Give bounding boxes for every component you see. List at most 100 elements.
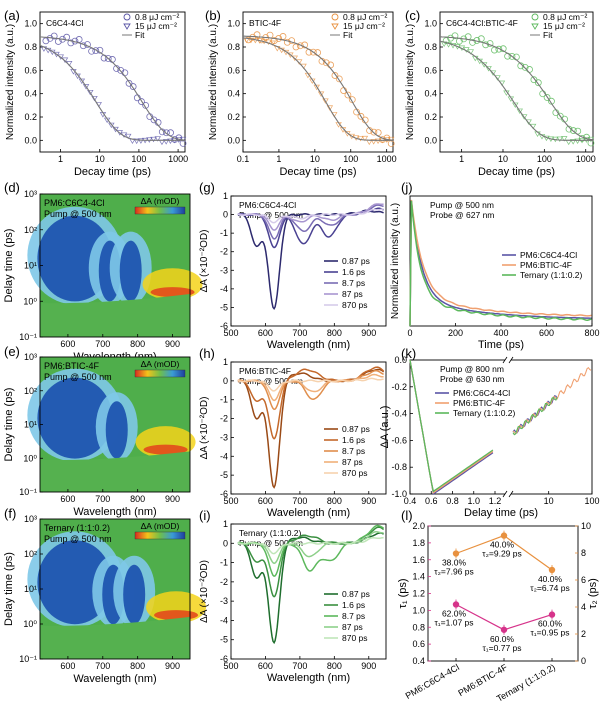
data-point-circle: [292, 43, 300, 51]
x-axis-label: Time (ps): [478, 339, 524, 351]
y-tick-label: 1.0: [24, 19, 37, 29]
data-point-circle: [163, 129, 170, 137]
y-tick-label-left: 1.0: [412, 605, 425, 615]
percent-label: 38.0%: [442, 558, 467, 568]
panel-title: Ternary (1:1:0.2): [44, 523, 110, 533]
x-tick-label: 100: [131, 154, 146, 164]
y-axis-label: ΔA (×10⁻²OD): [199, 230, 210, 293]
plot-frame: [242, 11, 394, 153]
data-point-triangle: [87, 89, 94, 96]
x-tick-label: 10: [498, 154, 508, 164]
data-point-circle: [534, 79, 542, 87]
legend-label: 8.7 ps: [342, 611, 365, 621]
y-tick-label-right: 2: [581, 629, 586, 639]
x-axis-label: Wavelength (nm): [73, 506, 156, 518]
x-tick-label: 10: [544, 496, 554, 506]
y-tick-label: -0.2: [391, 382, 407, 392]
x-tick-label: 0.8: [446, 496, 459, 506]
data-point-triangle: [485, 66, 492, 72]
spectrum-line: [237, 536, 384, 555]
y-tick-label-right: 6: [581, 575, 586, 585]
fit-line: [242, 35, 394, 141]
kinetic-line: [512, 396, 558, 436]
x-tick-label: 100: [343, 154, 358, 164]
heatmap-bleach-core: [37, 377, 113, 459]
data-point-circle: [322, 59, 330, 67]
y-axis-label: Normalized intensity (a.u.): [208, 24, 219, 140]
y-axis-label: ΔA (a.u.): [379, 406, 391, 449]
x-tick-label: 900: [165, 661, 180, 671]
x-tick-label: 500: [223, 328, 238, 338]
legend-label: 1.6 ps: [342, 435, 365, 445]
y-tick-label: -2: [220, 247, 228, 257]
spectrum-line: [237, 369, 384, 411]
data-point-circle: [125, 79, 133, 87]
data-point-circle: [92, 47, 100, 55]
y-axis-label: Delay time (ps): [3, 229, 15, 303]
y-tick-label-left: 2.0: [412, 521, 425, 531]
data-point-triangle: [150, 136, 157, 143]
legend-label: 15 μJ cm⁻²: [135, 21, 177, 31]
legend-label: Ternary (1:1:0.2): [520, 270, 583, 280]
data-point: [500, 532, 508, 539]
panel-title: PM6:C6C4-4Cl: [239, 200, 296, 210]
value-label: τ₁=0.77 ps: [482, 643, 521, 653]
x-tick-label: 900: [361, 328, 376, 338]
data-point-circle: [370, 128, 378, 136]
panel-title: Ternary (1:1:0.2): [239, 528, 302, 538]
data-point-circle: [314, 49, 322, 56]
y-axis-label: Normalized intensity (a.u.): [390, 203, 401, 319]
panel-letter: (f): [4, 506, 16, 521]
x-tick-label: 800: [130, 494, 145, 504]
y-tick-label: 10²: [24, 549, 37, 559]
legend-label: 87 ps: [342, 622, 363, 632]
data-point-triangle: [561, 136, 568, 142]
legend-label: 0.87 ps: [342, 256, 370, 266]
y-axis-label: ΔA (×10⁻²OD): [199, 560, 210, 623]
data-point-circle: [357, 112, 365, 120]
y-tick-label: 0.6: [227, 65, 240, 75]
x-tick-label: 800: [327, 661, 342, 671]
y-tick-label: -0.8: [391, 462, 407, 472]
legend-label: 0.87 ps: [342, 589, 370, 599]
data-point-triangle: [574, 138, 581, 145]
y-tick-label: 10²: [24, 225, 37, 235]
category-label: PM6:C6C4-4Cl: [404, 662, 461, 701]
data-point-triangle: [317, 91, 325, 97]
x-tick-label: 1000: [377, 154, 397, 164]
data-point-triangle: [53, 51, 60, 58]
y-tick-label: 1.0: [424, 19, 437, 29]
data-point-circle: [50, 32, 58, 40]
data-point-circle: [301, 41, 309, 49]
legend-label: 87 ps: [342, 289, 363, 299]
kinetic-line: [409, 200, 592, 327]
data-point-triangle: [291, 55, 299, 62]
legend-label: 1.6 ps: [342, 600, 365, 610]
y-tick-label: -2: [220, 414, 228, 424]
x-tick-label: 700: [95, 339, 110, 349]
data-point-triangle: [361, 135, 369, 142]
y-tick-label: -6: [220, 489, 228, 499]
data-point-circle: [335, 75, 343, 83]
panel-title: C6C4-4Cl:BTIC-4F: [446, 18, 518, 28]
x-tick-label: 700: [292, 328, 307, 338]
x-axis-label: Wavelength (nm): [267, 339, 350, 351]
x-tick-label: 900: [361, 496, 376, 506]
kinetic-line: [409, 359, 494, 493]
y-tick-label-left: 1.6: [412, 555, 425, 565]
y-tick-label: -1: [220, 395, 228, 405]
x-tick-label: 800: [130, 339, 145, 349]
y-axis-label-right: τ₂ (ps): [587, 578, 599, 609]
data-point: [452, 601, 460, 608]
panel-letter: (c): [405, 8, 420, 23]
panel-letter: (a): [4, 8, 20, 23]
heatmap-panel: (f) 600 700 800 900 10⁻¹ 10⁰ 10¹ 10² 10³ Wavelengt…: [3, 506, 207, 685]
percent-label: 60.0%: [538, 619, 563, 629]
panel-subtitle: Pump @ 500 nm: [239, 376, 303, 386]
x-tick-label: 900: [165, 339, 180, 349]
x-axis-label: Delay time (ps): [464, 507, 538, 519]
spectrum-line: [237, 208, 384, 224]
y-tick-label: 1: [223, 519, 228, 529]
data-point-triangle: [112, 126, 119, 133]
heatmap-pre-zero: [40, 616, 190, 659]
